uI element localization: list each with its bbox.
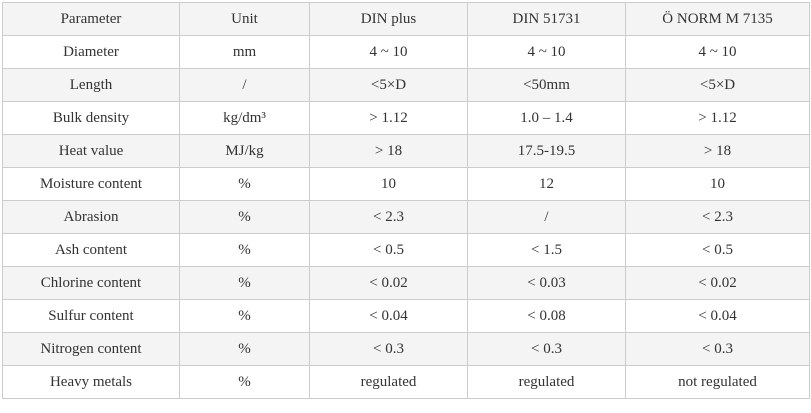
cell: < 0.08 <box>467 299 626 333</box>
row: Abrasion% < 2.3/< 2.3 <box>2 200 810 234</box>
cell: kg/dm³ <box>179 101 310 135</box>
cell: % <box>179 332 310 366</box>
cell: < 0.02 <box>309 266 468 300</box>
header-cell: Unit <box>179 2 310 36</box>
cell: regulated <box>467 365 626 399</box>
cell: 1.0 – 1.4 <box>467 101 626 135</box>
cell: <5×D <box>309 68 468 102</box>
cell: > 1.12 <box>309 101 468 135</box>
cell: 10 <box>309 167 468 201</box>
cell: regulated <box>309 365 468 399</box>
cell: 4 ~ 10 <box>309 35 468 69</box>
cell: % <box>179 365 310 399</box>
cell: MJ/kg <box>179 134 310 168</box>
cell: Bulk density <box>2 101 180 135</box>
cell: < 0.02 <box>625 266 810 300</box>
cell: 4 ~ 10 <box>625 35 810 69</box>
cell: < 0.3 <box>467 332 626 366</box>
cell: < 0.03 <box>467 266 626 300</box>
header-cell: Ö NORM M 7135 <box>625 2 810 36</box>
cell: > 1.12 <box>625 101 810 135</box>
cell: Chlorine content <box>2 266 180 300</box>
cell: / <box>179 68 310 102</box>
row: Sulfur content% < 0.04 < 0.08 < 0.04 <box>2 299 810 333</box>
cell: < 2.3 <box>309 200 468 234</box>
cell: <5×D <box>625 68 810 102</box>
cell: Sulfur content <box>2 299 180 333</box>
row: Ash content% < 0.5 < 1.5 < 0.5 <box>2 233 810 267</box>
cell: Heat value <box>2 134 180 168</box>
spec-table: Parameter Unit DIN plus DIN 51731 Ö NORM M 7… <box>2 2 810 399</box>
cell: 4 ~ 10 <box>467 35 626 69</box>
cell: < 0.3 <box>309 332 468 366</box>
cell: Ash content <box>2 233 180 267</box>
cell: % <box>179 299 310 333</box>
row: Diameter mm 4 ~ 10 4 ~ 10 4 ~ 10 <box>2 35 810 69</box>
cell: < 0.04 <box>625 299 810 333</box>
cell: Length <box>2 68 180 102</box>
cell: % <box>179 266 310 300</box>
cell: Abrasion <box>2 200 180 234</box>
cell: <50mm <box>467 68 626 102</box>
cell: < 1.5 <box>467 233 626 267</box>
cell: 12 <box>467 167 626 201</box>
row: Chlorine content% < 0.02 < 0.03 < 0.02 <box>2 266 810 300</box>
row: Nitrogen content% < 0.3 < 0.3 < 0.3 <box>2 332 810 366</box>
cell: % <box>179 200 310 234</box>
cell: mm <box>179 35 310 69</box>
header-row: Parameter Unit DIN plus DIN 51731 Ö NORM M 7… <box>2 2 810 36</box>
cell: < 0.5 <box>625 233 810 267</box>
cell: < 0.3 <box>625 332 810 366</box>
cell: % <box>179 233 310 267</box>
row: Heat value MJ/kg > 18 17.5-19.5 > 18 <box>2 134 810 168</box>
cell: < 0.5 <box>309 233 468 267</box>
cell: > 18 <box>625 134 810 168</box>
cell: < 2.3 <box>625 200 810 234</box>
cell: Heavy metals <box>2 365 180 399</box>
cell: not regulated <box>625 365 810 399</box>
row: Moisture content% 10 12 10 <box>2 167 810 201</box>
cell: < 0.04 <box>309 299 468 333</box>
row: Heavy metals% regulated regulated not regul… <box>2 365 810 399</box>
row: Length / <5×D <50mm <5×D <box>2 68 810 102</box>
cell: Diameter <box>2 35 180 69</box>
row: Bulk density kg/dm³ > 1.12 1.0 – 1.4 > 1.12 <box>2 101 810 135</box>
cell: > 18 <box>309 134 468 168</box>
header-cell: DIN 51731 <box>467 2 626 36</box>
header-cell: Parameter <box>2 2 180 36</box>
cell: % <box>179 167 310 201</box>
header-cell: DIN plus <box>309 2 468 36</box>
cell: Nitrogen content <box>2 332 180 366</box>
cell: 17.5-19.5 <box>467 134 626 168</box>
cell: / <box>467 200 626 234</box>
cell: 10 <box>625 167 810 201</box>
cell: Moisture content <box>2 167 180 201</box>
